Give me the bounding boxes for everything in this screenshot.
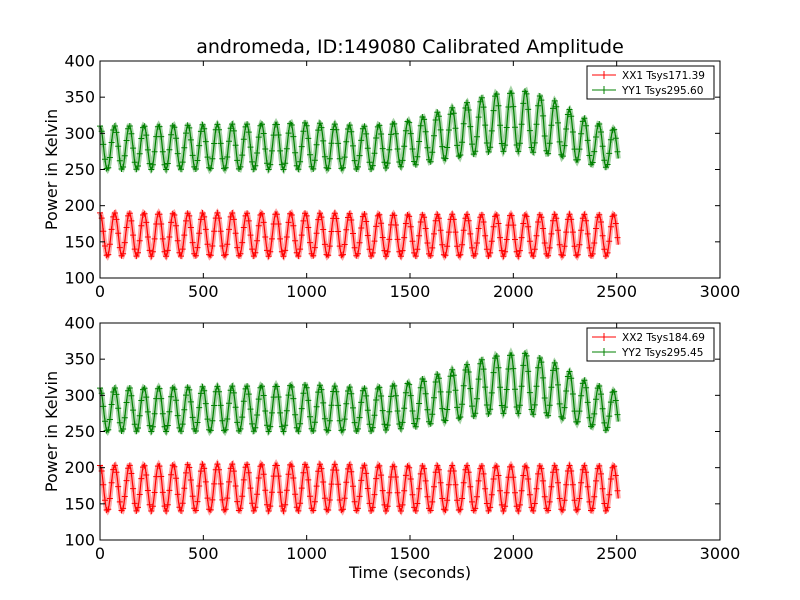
top-xtick-label: 1000 — [286, 282, 327, 301]
bottom-panel-legend: XX2 Tsys184.69 YY2 Tsys295.45 — [586, 327, 715, 362]
top-ytick-label: 250 — [64, 160, 95, 179]
legend-label-xx2: XX2 Tsys184.69 — [622, 332, 705, 344]
bottom-panel-ylabel: Power in Kelvin — [42, 371, 61, 492]
bottom-ytick-label: 300 — [64, 386, 95, 405]
top-ytick-label: 200 — [64, 196, 95, 215]
bottom-ytick-label: 250 — [64, 422, 95, 441]
legend-marker-xx1 — [600, 71, 608, 79]
figure-title: andromeda, ID:149080 Calibrated Amplitud… — [196, 36, 624, 58]
bottom-xtick-label: 1000 — [286, 544, 327, 563]
bottom-panel: 0 500 1000 1500 2000 2500 3000 100 150 200 250 300 3… — [42, 314, 740, 583]
top-ytick-label: 300 — [64, 124, 95, 143]
top-xtick-label: 2500 — [596, 282, 637, 301]
top-xtick-label: 1500 — [390, 282, 431, 301]
top-panel-ylabel: Power in Kelvin — [42, 109, 61, 230]
bottom-panel-xlabel: Time (seconds) — [348, 563, 471, 582]
top-ytick-label: 400 — [64, 52, 95, 71]
top-panel-ticks: 0 500 1000 1500 2000 2500 3000 100 150 200 250 300 3… — [64, 52, 740, 302]
series-yy2-tsys295-45 — [97, 347, 621, 437]
top-xtick-label: 3000 — [700, 282, 741, 301]
legend-marker-yy1 — [600, 86, 608, 94]
bottom-xtick-label: 500 — [188, 544, 219, 563]
legend-marker-xx2 — [600, 333, 608, 341]
bottom-ytick-label: 200 — [64, 458, 95, 477]
top-xtick-label: 2000 — [493, 282, 534, 301]
bottom-xtick-label: 3000 — [700, 544, 741, 563]
top-xtick-label: 0 — [95, 282, 105, 301]
bottom-xtick-label: 1500 — [390, 544, 431, 563]
bottom-xtick-label: 0 — [95, 544, 105, 563]
bottom-ytick-label: 400 — [64, 314, 95, 333]
bottom-xtick-label: 2000 — [493, 544, 534, 563]
bottom-xtick-label: 2500 — [596, 544, 637, 563]
bottom-ytick-label: 150 — [64, 494, 95, 513]
series-xx2-tsys184-69 — [97, 459, 621, 516]
legend-label-yy2: YY2 Tsys295.45 — [621, 347, 703, 359]
top-ytick-label: 100 — [64, 269, 95, 288]
top-panel-legend: XX1 Tsys171.39 YY1 Tsys295.60 — [586, 65, 715, 100]
bottom-panel-ticks: 0 500 1000 1500 2000 2500 3000 100 150 200 250 300 3… — [64, 314, 740, 564]
bottom-ytick-label: 100 — [64, 531, 95, 550]
bottom-legend-box — [586, 327, 715, 362]
top-xtick-label: 500 — [188, 282, 219, 301]
legend-marker-yy2 — [600, 348, 608, 356]
top-panel: 0 500 1000 1500 2000 2500 3000 100 150 200 250 300 3… — [42, 52, 740, 302]
bottom-panel-series — [97, 347, 621, 516]
top-legend-box — [586, 65, 715, 100]
top-ytick-label: 350 — [64, 88, 95, 107]
legend-label-xx1: XX1 Tsys171.39 — [622, 70, 705, 82]
bottom-ytick-label: 350 — [64, 350, 95, 369]
top-ytick-label: 150 — [64, 232, 95, 251]
legend-label-yy1: YY1 Tsys295.60 — [621, 85, 703, 97]
